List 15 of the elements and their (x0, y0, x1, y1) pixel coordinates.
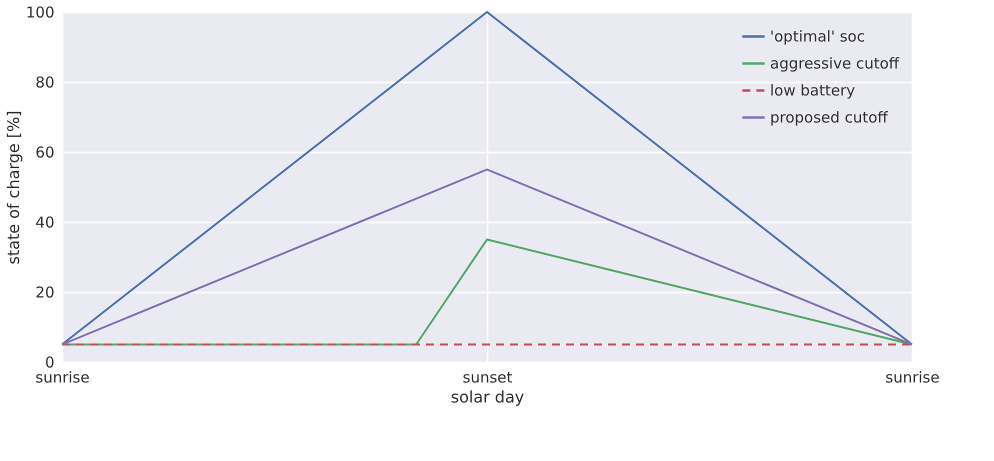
y-tick-label: 60 (35, 144, 54, 162)
x-tick-label: sunrise (885, 368, 940, 386)
legend-label: aggressive cutoff (770, 54, 900, 72)
y-tick-label: 100 (26, 4, 54, 22)
y-tick-label: 40 (35, 214, 54, 232)
legend-label: 'optimal' soc (770, 28, 865, 46)
y-tick-label: 0 (44, 354, 54, 372)
x-axis-title: solar day (450, 388, 524, 406)
legend-label: low battery (770, 82, 856, 100)
y-tick-label: 20 (35, 284, 54, 302)
y-tick-label: 80 (35, 74, 54, 92)
legend-label: proposed cutoff (770, 108, 888, 126)
x-tick-label: sunset (462, 368, 512, 386)
y-axis-title: state of charge [%] (4, 110, 23, 264)
x-tick-label: sunrise (35, 368, 90, 386)
